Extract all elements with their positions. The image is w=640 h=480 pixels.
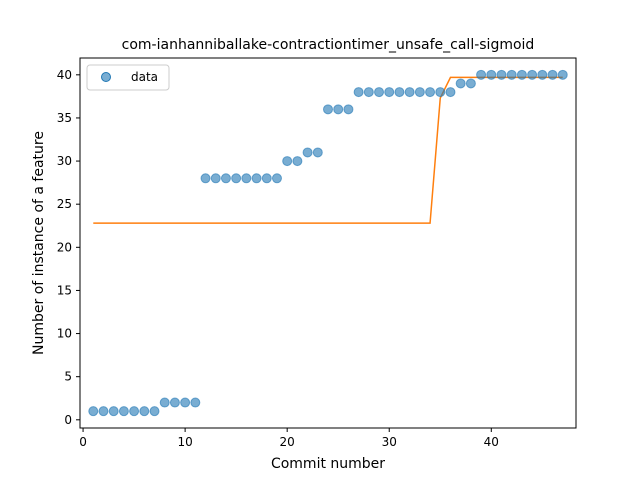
data-point [190, 397, 201, 408]
legend-label-data: data [131, 70, 158, 84]
y-tick-label: 0 [64, 413, 72, 427]
data-point [557, 69, 568, 80]
plot-layer [88, 69, 568, 417]
legend-marker [101, 72, 111, 82]
data-point [425, 87, 436, 98]
data-point [292, 156, 303, 167]
data-point [251, 173, 262, 184]
data-point [241, 173, 252, 184]
data-point [302, 147, 313, 158]
data-point [374, 87, 385, 98]
data-point [537, 69, 548, 80]
data-point [465, 78, 476, 89]
data-point [384, 87, 395, 98]
data-point [527, 69, 538, 80]
data-point [455, 78, 466, 89]
y-tick-label: 10 [57, 327, 72, 341]
data-point [333, 104, 344, 115]
y-tick-label: 30 [57, 154, 72, 168]
y-tick-label: 5 [64, 370, 72, 384]
data-point [445, 87, 456, 98]
data-point [159, 397, 170, 408]
data-point [353, 87, 364, 98]
data-point [435, 87, 446, 98]
chart-title: com-ianhanniballake-contractiontimer_uns… [122, 37, 535, 53]
data-point [231, 173, 242, 184]
sigmoid-fit-line [93, 76, 563, 224]
data-point [220, 173, 231, 184]
legend: data [86, 64, 170, 91]
y-tick-label: 25 [57, 197, 72, 211]
data-point [88, 406, 99, 417]
data-point [169, 397, 180, 408]
data-point [98, 406, 109, 417]
data-point [343, 104, 354, 115]
data-point [200, 173, 211, 184]
y-tick-label: 35 [57, 111, 72, 125]
data-point [496, 69, 507, 80]
x-tick-label: 40 [484, 435, 499, 449]
data-point [129, 406, 140, 417]
data-point [414, 87, 425, 98]
data-point [404, 87, 415, 98]
plot-frame [79, 57, 577, 429]
data-point [282, 156, 293, 167]
data-point [210, 173, 221, 184]
data-point [312, 147, 323, 158]
y-tick-label: 15 [57, 283, 72, 297]
legend-box [86, 64, 170, 91]
data-point [261, 173, 272, 184]
data-point [363, 87, 374, 98]
y-tick-label: 40 [57, 68, 72, 82]
data-point [323, 104, 333, 115]
data-point [394, 87, 405, 98]
x-tick-label: 30 [382, 435, 397, 449]
data-point [547, 69, 558, 80]
data-point [271, 173, 282, 184]
x-axis-label: Commit number [271, 456, 385, 472]
data-point [118, 406, 129, 417]
x-tick-label: 20 [280, 435, 295, 449]
y-tick-label: 20 [57, 240, 72, 254]
data-point [506, 69, 517, 80]
data-point [486, 69, 497, 80]
y-axis-label: Number of instance of a feature [31, 131, 47, 355]
x-axis: 0 10 20 30 40 [79, 428, 499, 449]
data-point [180, 397, 191, 408]
x-tick-label: 0 [79, 435, 87, 449]
data-point [516, 69, 527, 80]
data-point [149, 406, 160, 417]
data-point [139, 406, 150, 417]
x-tick-label: 10 [177, 435, 192, 449]
data-point [476, 69, 487, 80]
y-axis: 0 5 10 15 20 25 30 35 40 [57, 68, 80, 427]
data-point [108, 406, 119, 417]
